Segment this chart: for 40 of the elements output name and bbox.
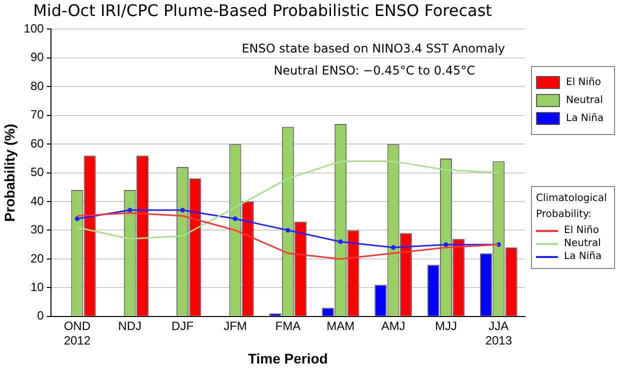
y-tick-label: 30: [30, 222, 44, 237]
y-tick-label: 10: [30, 280, 44, 294]
point: [180, 208, 185, 212]
y-tick-label: 20: [30, 251, 44, 266]
point: [286, 228, 290, 233]
x-tick-label: DJF: [172, 318, 194, 333]
point: [232, 216, 238, 222]
y-tick-label: 80: [30, 78, 44, 93]
legend-label: Neutral: [565, 94, 604, 107]
x-tick-label: MAM: [326, 318, 355, 333]
point: [74, 216, 80, 222]
x-tick-label: NDJ: [118, 318, 142, 333]
point: [338, 239, 343, 244]
legend-label: Neutral: [563, 238, 602, 249]
y-tick-label: 90: [30, 50, 44, 64]
annotation: ENSO state based on NINO3.4 SST Anomaly: [242, 41, 505, 56]
y-tick-label: 0: [37, 308, 44, 323]
x-tick-label: MJJ: [434, 318, 457, 333]
y-tick-label: 60: [30, 136, 44, 150]
chart-title: Mid-Oct IRI/CPC Plume-Based Probabilistic ENSO Forecast: [33, 0, 492, 20]
x-tick-label: AMJ: [381, 318, 406, 333]
legend-label: La Niña: [565, 112, 605, 125]
y-axis-title: Probability (%): [1, 124, 18, 222]
legend-label: El Niño: [565, 76, 602, 89]
legend-title: Climatological Probability:: [536, 192, 608, 222]
point: [128, 208, 132, 212]
y-tick-label: 100: [24, 22, 44, 36]
y-tick-label: 40: [30, 194, 44, 208]
point: [444, 242, 448, 247]
x-axis-title: Time Period: [248, 350, 328, 366]
y-tick-label: 70: [30, 108, 44, 122]
x-tick-label: FMA: [275, 318, 301, 333]
annotation: Neutral ENSO: −0.45°C to 0.45°C: [274, 63, 475, 78]
x-tick-label: OND 2012: [64, 318, 91, 348]
y-tick-label: 50: [30, 165, 44, 180]
x-tick-label: JFM: [224, 318, 247, 333]
point: [390, 245, 396, 250]
x-tick-label: JJA 2013: [485, 318, 512, 348]
legend-label: El Niño: [563, 225, 600, 236]
legend-label: La Niña: [563, 251, 603, 262]
